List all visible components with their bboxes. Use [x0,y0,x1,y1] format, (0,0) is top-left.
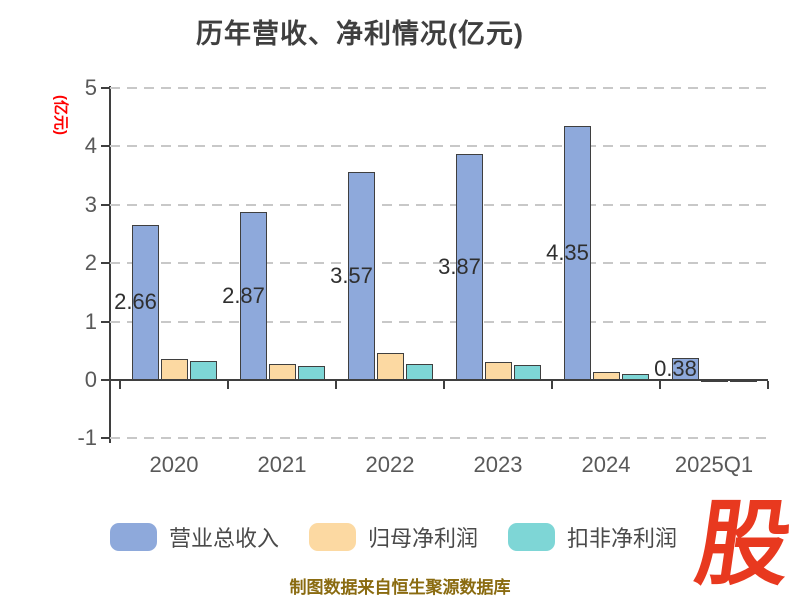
y-axis-tick [101,262,110,265]
y-axis-tick [101,320,110,323]
bar [485,362,512,380]
bar [672,357,699,380]
bar [564,125,591,380]
y-axis-tick [101,379,110,381]
x-axis-line [110,379,768,381]
y-axis-tick [101,437,110,440]
bar [161,358,188,380]
bar-value-label: 2.66 [114,289,157,315]
y-tick-label: 0 [84,367,97,392]
bar-value-label: 2.87 [222,283,265,309]
x-tick-label: 2024 [581,452,631,477]
y-axis-tick [101,87,110,89]
footer-source-note: 制图数据来自恒生聚源数据库 [289,578,511,597]
x-axis-tick [335,381,337,389]
bar [298,365,325,380]
x-axis-tick [659,381,661,389]
x-tick-label: 2025Q1 [674,452,754,477]
x-axis-tick [443,381,445,389]
gridline [110,145,768,148]
bar [348,171,375,380]
x-tick-label: 2020 [149,452,199,477]
bar [514,364,541,380]
legend-swatch [508,523,556,551]
bar [406,364,433,380]
y-tick-label: -1 [77,425,97,451]
y-tick-label: 5 [84,75,97,100]
legend-item: 营业总收入 [110,521,279,553]
chart-title: 历年营收、净利情况(亿元) [196,19,524,49]
gridline [110,87,768,89]
bar [240,212,267,380]
legend-item: 扣非净利润 [508,521,677,553]
bar-value-label: 3.87 [438,253,481,279]
bar [132,224,159,380]
bar-value-label: 0.38 [654,355,697,381]
y-tick-label: 3 [84,191,97,217]
y-tick-label: 2 [84,250,97,276]
legend-swatch [110,523,157,551]
legend: 营业总收入 归母净利润 扣非净利润 [110,521,677,553]
y-axis-tick [101,145,110,148]
gridline [110,203,768,206]
gridline [110,437,768,440]
gridline [110,320,768,323]
logo-watermark: 股 [689,492,798,596]
x-tick-label: 2021 [257,452,307,477]
bar [456,153,483,380]
legend-label: 扣非净利润 [567,526,678,551]
x-tick-label: 2023 [473,452,523,477]
y-axis-spine [109,86,111,443]
bar-value-label: 4.35 [546,239,589,265]
bar [730,380,757,383]
bar [269,364,296,380]
x-axis-tick [551,381,553,389]
bar [701,380,728,382]
y-axis-tick [101,203,110,206]
bar [593,372,620,380]
x-axis-tick [227,381,229,389]
y-tick-label: 4 [84,133,97,159]
bar [622,373,649,380]
legend-swatch [309,523,357,551]
legend-label: 归母净利润 [368,526,479,551]
x-axis-tick [767,381,769,389]
gridline [110,262,768,265]
legend-label: 营业总收入 [169,526,280,551]
bar [190,360,217,380]
x-axis-tick [119,381,121,389]
x-tick-label: 2022 [365,452,415,477]
bar-value-label: 3.57 [330,262,373,288]
bar [377,352,404,380]
y-tick-label: 1 [84,308,97,334]
legend-item: 归母净利润 [309,521,478,553]
